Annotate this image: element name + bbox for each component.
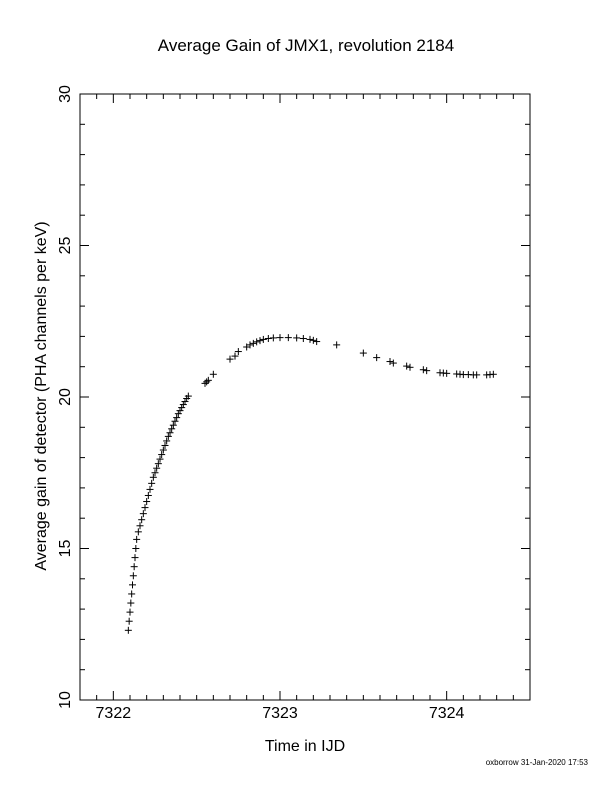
data-point [184, 392, 192, 400]
data-point [201, 379, 209, 387]
credit-footer: oxborrow 31-Jan-2020 17:53 [485, 758, 588, 767]
data-point [231, 352, 239, 360]
tick-labels: 10 15 20 25 30 7322 7323 7324 [57, 85, 465, 722]
data-point [204, 376, 212, 384]
data-point [313, 338, 321, 346]
data-point [276, 334, 284, 342]
data-point [171, 417, 179, 425]
data-point [386, 358, 394, 366]
data-point [234, 348, 242, 356]
data-point [161, 441, 169, 449]
data-point [443, 369, 451, 377]
y-tick-label: 10 [57, 691, 74, 709]
data-point [141, 504, 149, 512]
data-point [259, 335, 267, 343]
data-point [333, 341, 341, 349]
data-point [136, 522, 144, 530]
data-point [130, 563, 138, 571]
data-point [306, 335, 314, 343]
x-tick-label: 7322 [96, 705, 132, 722]
data-point [403, 362, 411, 370]
data-point [131, 554, 139, 562]
data-point [373, 354, 381, 362]
x-axis-label: Time in IJD [264, 738, 346, 755]
data-point [129, 572, 137, 580]
data-point [419, 366, 427, 374]
data-point [489, 370, 497, 378]
data-points [124, 334, 497, 634]
data-point [148, 479, 156, 487]
data-point [126, 608, 134, 616]
data-point [132, 545, 140, 552]
data-point [139, 510, 147, 518]
data-point [473, 371, 481, 379]
data-point [209, 370, 217, 378]
data-point [154, 460, 162, 468]
data-point [389, 359, 397, 367]
data-point [166, 429, 174, 437]
data-point [124, 626, 132, 634]
data-point [128, 590, 136, 598]
data-point [179, 401, 187, 409]
data-point [256, 337, 264, 345]
data-point [406, 363, 414, 371]
data-point [284, 334, 292, 342]
axis-ticks [79, 93, 531, 701]
data-point [174, 410, 182, 418]
data-point [181, 398, 189, 406]
data-point [226, 355, 234, 363]
data-point [178, 404, 186, 412]
data-point [309, 336, 317, 344]
chart-title: Average Gain of JMX1, revolution 2184 [157, 36, 455, 55]
data-point [269, 334, 277, 342]
data-point [153, 464, 161, 472]
data-point [146, 485, 154, 493]
data-point [246, 341, 254, 349]
y-tick-label: 25 [57, 237, 74, 255]
data-point [299, 335, 307, 343]
data-point [149, 473, 157, 481]
data-point [203, 378, 211, 386]
data-point [163, 437, 171, 445]
y-tick-label: 20 [57, 388, 74, 406]
data-point [173, 414, 181, 422]
data-point [134, 528, 142, 536]
data-point [168, 425, 176, 433]
plot-frame [79, 93, 531, 701]
data-point [143, 498, 151, 506]
data-point [159, 446, 167, 454]
data-point [151, 469, 159, 477]
data-point [253, 338, 261, 346]
y-tick-label: 30 [57, 85, 74, 103]
data-point [169, 421, 177, 429]
y-tick-label: 15 [57, 540, 74, 558]
data-point [138, 516, 146, 524]
data-point [264, 335, 272, 343]
data-point [156, 455, 164, 463]
y-axis-label: Average gain of detector (PHA channels p… [33, 221, 50, 571]
data-point [249, 339, 257, 347]
data-point [423, 367, 431, 375]
x-tick-label: 7324 [429, 705, 465, 722]
data-point [127, 599, 135, 607]
data-point [164, 432, 172, 440]
data-point [176, 407, 184, 415]
data-point [359, 349, 367, 357]
data-point [144, 491, 152, 499]
data-point [133, 535, 141, 543]
data-point [129, 581, 136, 589]
data-point [125, 617, 133, 625]
x-tick-label: 7323 [262, 705, 298, 722]
data-point [158, 451, 166, 459]
data-point [293, 334, 301, 342]
